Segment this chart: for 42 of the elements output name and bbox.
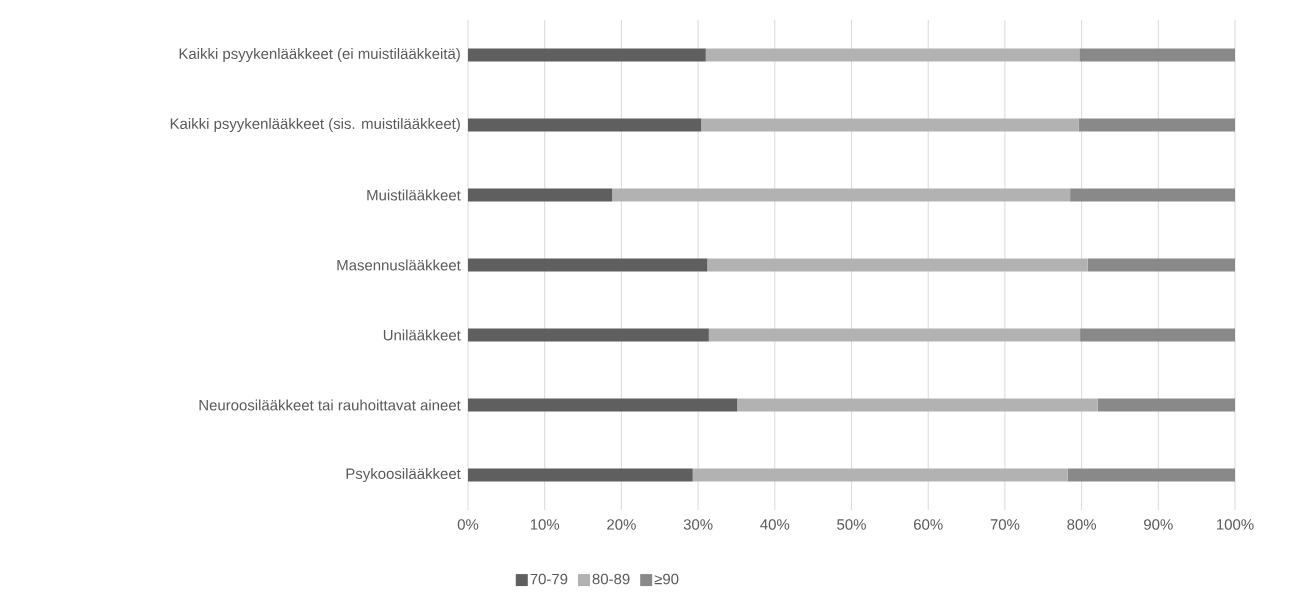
legend-label: ≥90 — [654, 573, 679, 585]
bar — [1070, 188, 1236, 202]
x-tick-label: 20% — [607, 519, 636, 530]
bar — [1087, 258, 1236, 272]
bar — [468, 328, 709, 342]
x-tick-label: 70% — [990, 519, 1020, 530]
y-tick-label: Psykoosilääkkeet — [346, 468, 461, 482]
x-tick-label: 50% — [837, 519, 866, 530]
x-tick-label: 100% — [1217, 519, 1254, 530]
bar — [1080, 328, 1236, 342]
bar — [468, 118, 702, 132]
y-tick-label: Kaikki psyykenlääkkeet (ei muistilääkkeitä) — [179, 48, 460, 62]
bar — [1078, 118, 1236, 132]
bar — [705, 48, 1080, 62]
x-tick-label: 40% — [760, 519, 790, 530]
bar — [708, 328, 1081, 342]
bar — [1067, 468, 1236, 482]
bar — [612, 188, 1071, 202]
bar — [468, 398, 738, 412]
y-tick-label: Neuroosilääkkeet tai rauhoittavat aineet — [199, 399, 461, 411]
bar — [468, 258, 708, 272]
legend-label: 70-79 — [530, 573, 568, 585]
bar — [701, 118, 1079, 132]
y-tick-label: Masennuslääkkeet — [337, 259, 461, 271]
y-tick-label: Kaikki psyykenlääkkeet (sis. muistilääkkeet) — [170, 118, 460, 132]
y-tick-label: Muistilääkkeet — [367, 189, 461, 201]
x-tick-label: 80% — [1067, 519, 1097, 530]
bar — [468, 188, 613, 202]
x-tick-label: 10% — [530, 519, 560, 530]
bar — [707, 258, 1088, 272]
x-tick-label: 90% — [1144, 519, 1173, 530]
bar — [692, 468, 1068, 482]
x-tick-label: 0% — [457, 519, 479, 530]
bar — [1097, 398, 1236, 412]
y-tick-label: Unilääkkeet — [383, 329, 461, 341]
bar — [468, 468, 693, 482]
legend-label: 80-89 — [592, 573, 630, 585]
x-tick-label: 60% — [914, 519, 943, 530]
bar — [1079, 48, 1236, 62]
bar — [468, 48, 706, 62]
bar — [737, 398, 1098, 412]
x-tick-label: 30% — [683, 519, 713, 530]
